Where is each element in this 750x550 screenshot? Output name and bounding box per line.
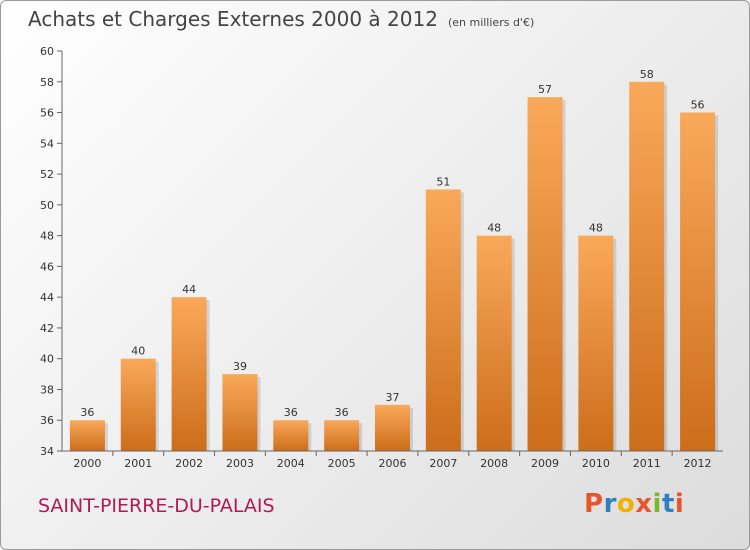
x-tick-label: 2012 xyxy=(684,457,712,470)
bars-group xyxy=(69,81,719,452)
bar xyxy=(222,374,258,451)
data-label: 44 xyxy=(182,283,196,296)
chart-title-block: Achats et Charges Externes 2000 à 2012 (e… xyxy=(28,7,534,31)
bar xyxy=(476,235,512,451)
chart-title: Achats et Charges Externes 2000 à 2012 xyxy=(28,7,438,31)
bar xyxy=(578,235,614,451)
bar xyxy=(69,420,105,451)
data-label: 40 xyxy=(131,345,145,358)
y-tick-label: 42 xyxy=(40,322,54,335)
data-label: 39 xyxy=(233,360,247,373)
x-tick-label: 2008 xyxy=(480,457,508,470)
y-tick-label: 58 xyxy=(40,76,54,89)
data-label: 58 xyxy=(640,68,654,81)
x-tick-label: 2009 xyxy=(531,457,559,470)
y-tick-label: 54 xyxy=(40,137,54,150)
data-label: 36 xyxy=(80,406,94,419)
y-tick-label: 60 xyxy=(40,45,54,58)
commune-name: SAINT-PIERRE-DU-PALAIS xyxy=(38,495,275,517)
y-tick-label: 34 xyxy=(40,445,54,458)
data-label: 51 xyxy=(436,175,450,188)
bar xyxy=(273,420,309,451)
data-label: 36 xyxy=(284,406,298,419)
logo-letter: r xyxy=(603,489,617,519)
logo-letter: P xyxy=(584,489,604,519)
y-tick-label: 38 xyxy=(40,383,54,396)
x-tick-label: 2004 xyxy=(277,457,305,470)
y-tick-label: 56 xyxy=(40,107,54,120)
bar xyxy=(680,112,716,452)
data-label: 36 xyxy=(335,406,349,419)
logo-letter: x xyxy=(635,489,653,519)
x-tick-label: 2011 xyxy=(633,457,661,470)
y-tick-label: 36 xyxy=(40,414,54,427)
labels-group: 2000 36 2001 40 2002 44 2003 39 2004 36 2005 36 2006… xyxy=(73,68,711,470)
bar xyxy=(425,189,461,451)
y-tick-label: 40 xyxy=(40,353,54,366)
x-tick-label: 2005 xyxy=(328,457,356,470)
y-tick-label: 44 xyxy=(40,291,54,304)
bar xyxy=(120,358,156,451)
proxiti-logo: Proxiti xyxy=(584,489,684,519)
bar xyxy=(171,297,207,451)
y-tick-label: 50 xyxy=(40,199,54,212)
x-tick-label: 2001 xyxy=(124,457,152,470)
y-tick-label: 48 xyxy=(40,230,54,243)
data-label: 48 xyxy=(589,222,603,235)
logo-letter: i xyxy=(652,489,662,519)
logo-letter: t xyxy=(661,489,675,519)
data-label: 56 xyxy=(691,99,705,112)
bar xyxy=(527,97,563,452)
data-label: 37 xyxy=(386,391,400,404)
x-tick-label: 2003 xyxy=(226,457,254,470)
bar xyxy=(324,420,360,451)
bar xyxy=(629,81,665,452)
x-tick-label: 2010 xyxy=(582,457,610,470)
x-tick-label: 2002 xyxy=(175,457,203,470)
x-tick-label: 2007 xyxy=(429,457,457,470)
y-tick-label: 46 xyxy=(40,260,54,273)
x-tick-label: 2000 xyxy=(73,457,101,470)
x-tick-label: 2006 xyxy=(379,457,407,470)
y-tick-label: 52 xyxy=(40,168,54,181)
logo-letter: i xyxy=(674,489,685,519)
logo-letter: o xyxy=(616,489,636,519)
data-label: 57 xyxy=(538,83,552,96)
axes-group: 34 36 38 40 42 44 46 48 50 52 54 56 58 60 xyxy=(40,45,723,458)
chart-unit: (en milliers d'€) xyxy=(447,16,535,29)
data-label: 48 xyxy=(487,222,501,235)
bar xyxy=(375,404,410,451)
